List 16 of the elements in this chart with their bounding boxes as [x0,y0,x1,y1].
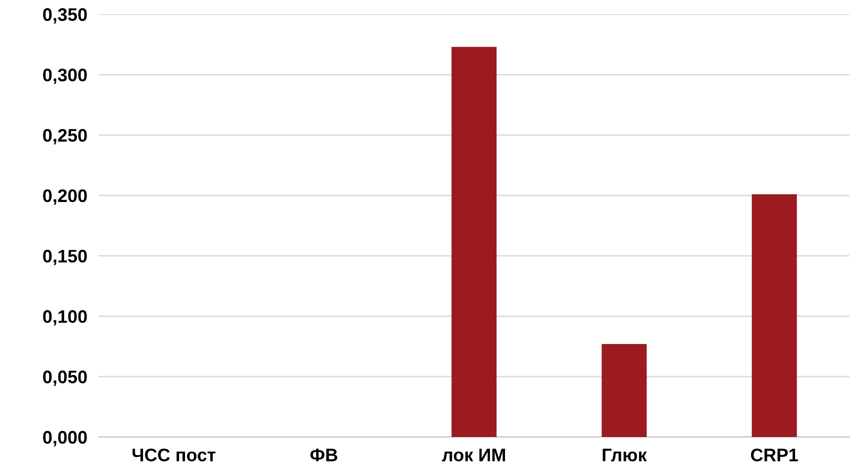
x-tick-label: ФВ [310,448,338,462]
y-tick-label: 0,000 [43,430,87,446]
x-tick-label: лок ИМ [442,448,505,462]
x-tick-label: ЧСС пост [132,448,216,462]
y-tick-label: 0,300 [43,68,87,84]
y-tick-label: 0,050 [43,370,87,386]
bar [602,344,647,437]
y-tick-label: 0,150 [43,250,87,266]
bar [752,194,797,437]
y-tick-label: 0,100 [43,310,87,326]
y-tick-label: 0,200 [43,189,87,205]
bar [452,46,497,437]
x-tick-label: Глюк [602,448,647,462]
y-tick-label: 0,250 [43,128,87,144]
y-tick-label: 0,350 [43,8,87,24]
x-tick-label: CRP1 [751,448,798,462]
